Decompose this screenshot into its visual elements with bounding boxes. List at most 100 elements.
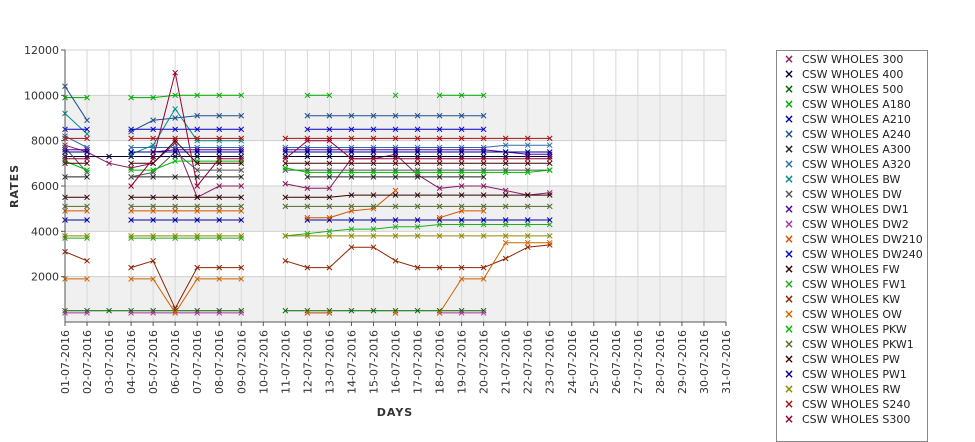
data-point [546, 142, 553, 149]
data-point [326, 228, 333, 235]
data-point [524, 153, 531, 160]
data-point [326, 194, 333, 201]
y-tick-label: 12000 [24, 44, 59, 57]
series-23 [62, 233, 553, 239]
data-point [458, 276, 465, 282]
x-tick-label: 11-07-2016 [279, 330, 292, 394]
data-point [458, 92, 465, 99]
data-point [436, 155, 443, 162]
data-point [238, 235, 245, 241]
data-point [524, 149, 531, 155]
data-point [392, 135, 399, 142]
data-point [84, 276, 90, 282]
data-point [436, 169, 443, 176]
legend-marker-icon: × [783, 307, 795, 321]
line-chart: 2000 4000 6000 8000 10000 12000 01-07-2016 02-… [8, 44, 733, 419]
data-point [216, 235, 223, 241]
data-point [304, 137, 311, 144]
data-point [304, 112, 311, 119]
data-point [84, 117, 90, 124]
series-line [64, 251, 88, 262]
series-line [130, 107, 242, 155]
data-point [370, 153, 377, 160]
data-point [392, 151, 399, 158]
data-point [502, 203, 509, 210]
data-point [458, 203, 465, 210]
data-point [304, 135, 311, 142]
data-point [84, 217, 90, 223]
data-point [172, 92, 179, 99]
data-point [370, 174, 377, 180]
data-point [150, 235, 156, 241]
legend-marker-icon: × [783, 322, 795, 336]
data-point [84, 194, 90, 201]
data-point [502, 192, 509, 198]
data-point [128, 264, 134, 271]
data-point [392, 307, 399, 314]
data-point [194, 310, 201, 316]
data-point [84, 203, 90, 210]
data-point [370, 205, 377, 212]
data-point [150, 117, 156, 124]
data-point [480, 221, 487, 228]
series-25 [62, 69, 553, 189]
data-point [436, 185, 443, 192]
data-point [370, 169, 377, 176]
data-point [194, 264, 201, 271]
data-point [436, 203, 443, 210]
data-point [304, 310, 311, 316]
series-2 [62, 153, 553, 160]
data-point [326, 146, 333, 153]
data-point [458, 135, 465, 142]
data-point [150, 94, 156, 101]
data-point [194, 194, 201, 201]
legend-label: CSW WHOLES S240 [802, 398, 911, 411]
legend-item: × CSW WHOLES DW1 [777, 202, 927, 217]
data-point [84, 155, 90, 162]
data-point [370, 203, 377, 210]
data-point [326, 174, 333, 180]
data-point [238, 92, 245, 99]
data-point [128, 135, 134, 142]
legend-marker-icon: × [783, 112, 795, 126]
data-point [326, 264, 333, 271]
x-tick-label: 25-07-2016 [588, 330, 601, 394]
data-point [326, 203, 333, 210]
data-point [238, 153, 245, 160]
data-point [348, 192, 355, 198]
data-point [436, 174, 443, 180]
data-point [304, 203, 311, 210]
data-point [238, 310, 245, 316]
data-point [348, 146, 355, 153]
data-point [546, 155, 553, 162]
data-point [480, 307, 487, 314]
data-point [480, 169, 487, 176]
data-point [238, 276, 245, 282]
y-tick-label: 10000 [24, 89, 59, 102]
data-point [326, 144, 333, 151]
data-point [150, 153, 156, 160]
data-point [480, 192, 487, 198]
data-point [414, 146, 421, 153]
legend-label: CSW WHOLES DW [802, 188, 902, 201]
y-tick-label: 4000 [31, 225, 59, 238]
data-point [172, 307, 179, 314]
data-point [436, 126, 443, 133]
legend-marker-icon: × [783, 337, 795, 351]
data-point [128, 144, 134, 151]
data-point [480, 92, 487, 99]
data-point [546, 192, 553, 198]
legend-marker-icon: × [783, 187, 795, 201]
data-point [502, 149, 509, 155]
legend-label: CSW WHOLES FW1 [802, 278, 907, 291]
data-point [392, 169, 399, 176]
data-point [480, 310, 487, 316]
x-tick-label: 13-07-2016 [323, 330, 336, 394]
data-point [84, 169, 90, 176]
data-point [238, 217, 245, 223]
data-point [304, 149, 311, 155]
data-point [150, 126, 156, 133]
data-point [502, 255, 509, 262]
legend-item: × CSW WHOLES 300 [777, 52, 927, 67]
data-point [436, 217, 443, 223]
